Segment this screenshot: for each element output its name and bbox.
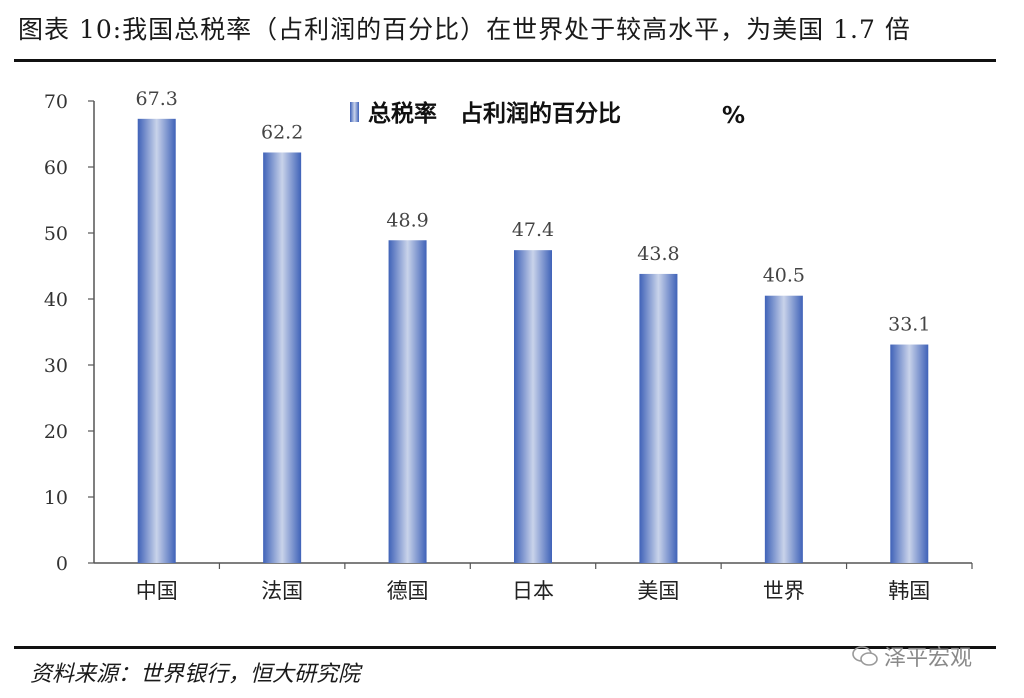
x-tick-label: 世界	[763, 579, 805, 603]
chart-title: 图表 10:我国总税率（占利润的百分比）在世界处于较高水平，为美国 1.7 倍	[18, 15, 911, 44]
bar	[890, 344, 929, 563]
data-label: 43.8	[637, 243, 679, 265]
axes: 0 10 20 30 40 50 60 70	[44, 91, 973, 575]
y-tick-label: 60	[44, 157, 68, 179]
bar	[388, 240, 427, 563]
x-tick-label: 德国	[387, 579, 429, 603]
data-label: 47.4	[512, 219, 554, 241]
bar	[764, 295, 803, 563]
watermark: 泽平宏观	[852, 640, 972, 672]
bottom-rule	[14, 646, 996, 649]
legend-unit: %	[722, 103, 745, 129]
top-rule	[14, 59, 996, 62]
legend: 总税率 占利润的百分比 %	[350, 100, 745, 129]
legend-label: 总税率 占利润的百分比	[368, 100, 621, 127]
data-label: 48.9	[386, 209, 428, 231]
bar	[639, 273, 678, 563]
watermark-text: 泽平宏观	[884, 646, 973, 671]
y-tick-label: 50	[44, 223, 68, 245]
y-tick-label: 30	[44, 355, 68, 377]
bar-chart: 0 10 20 30 40 50 60 70 67.3 中国 62.2 法国 48.9 德国 47.4 日本…	[44, 88, 973, 603]
bars: 67.3 中国 62.2 法国 48.9 德国 47.4 日本 43.8 美国 40.5 世界 33.1…	[136, 88, 931, 603]
y-tick-label: 20	[44, 421, 68, 443]
data-label: 40.5	[763, 265, 805, 287]
x-tick-label: 法国	[261, 579, 303, 603]
legend-swatch	[350, 102, 359, 122]
y-tick-label: 70	[44, 91, 68, 113]
bar	[514, 250, 552, 563]
data-label: 62.2	[261, 121, 303, 143]
x-tick-label: 韩国	[888, 579, 930, 603]
y-tick-label: 0	[56, 553, 68, 575]
bar	[263, 152, 302, 564]
data-label: 33.1	[888, 314, 930, 336]
x-tick-label: 美国	[637, 579, 679, 603]
y-tick-label: 40	[44, 289, 68, 311]
source-note: 资料来源：世界银行，恒大研究院	[30, 662, 361, 687]
chat-bubble-icon	[852, 646, 878, 666]
y-tick-label: 10	[44, 487, 68, 509]
x-tick-label: 日本	[512, 579, 554, 603]
x-tick-label: 中国	[136, 579, 178, 603]
bar	[137, 118, 176, 563]
data-label: 67.3	[136, 88, 178, 110]
